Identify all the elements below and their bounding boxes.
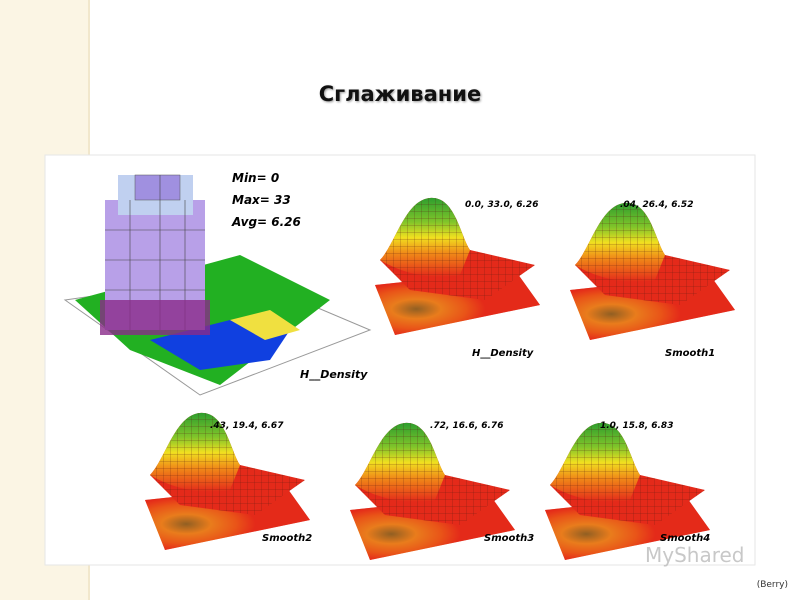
credit: (Berry) bbox=[756, 580, 788, 590]
panel-stats: .04, 26.4, 6.52 bbox=[620, 200, 693, 210]
histogram-3d bbox=[63, 174, 372, 396]
panel-stats: .43, 19.4, 6.67 bbox=[210, 421, 284, 431]
panel-label: Smooth2 bbox=[262, 533, 312, 544]
panel-stats: 1.0, 15.8, 6.83 bbox=[600, 421, 673, 431]
hist-label: H__Density bbox=[300, 368, 368, 381]
hist-min: Min= 0 bbox=[232, 171, 279, 185]
hist-max: Max= 33 bbox=[232, 193, 291, 207]
hist-avg: Avg= 6.26 bbox=[231, 215, 301, 229]
panel-label: H__Density bbox=[472, 348, 534, 359]
panel-label: Smooth1 bbox=[665, 348, 715, 359]
panel-stats: .72, 16.6, 6.76 bbox=[430, 421, 503, 431]
panel-label: Smooth3 bbox=[484, 533, 534, 544]
watermark: MyShared bbox=[645, 543, 745, 567]
slide-title: Сглаживание bbox=[318, 82, 482, 106]
panel-label: Smooth4 bbox=[660, 533, 710, 544]
panel-stats: 0.0, 33.0, 6.26 bbox=[465, 200, 538, 210]
